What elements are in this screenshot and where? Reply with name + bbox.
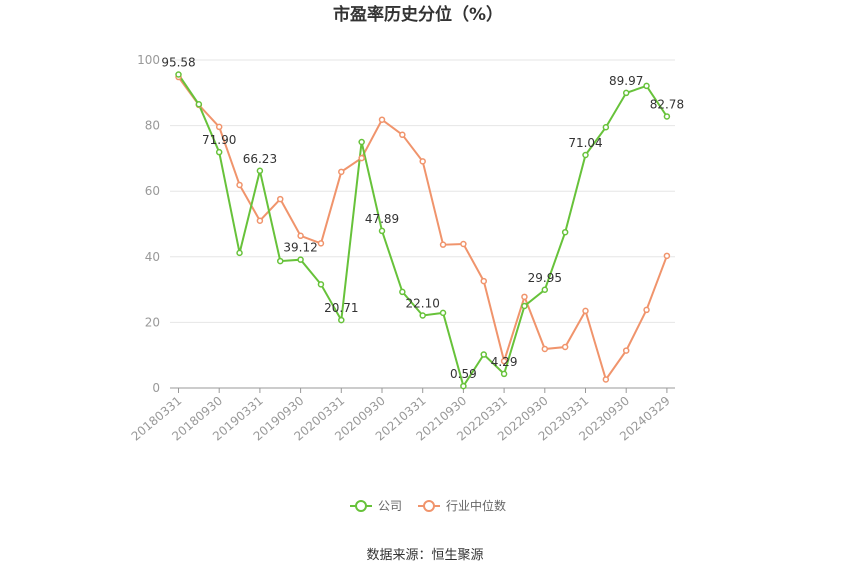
data-label: 66.23 <box>243 152 277 166</box>
data-point[interactable] <box>622 89 630 97</box>
data-point[interactable] <box>500 370 508 378</box>
data-label: 89.97 <box>609 74 643 88</box>
data-point[interactable] <box>419 158 426 165</box>
data-point[interactable] <box>561 343 569 351</box>
legend-marker-icon <box>423 500 435 512</box>
data-point[interactable] <box>622 347 630 354</box>
data-label: 39.12 <box>283 241 317 255</box>
data-point[interactable] <box>582 151 589 159</box>
data-point[interactable] <box>602 376 610 383</box>
data-point[interactable] <box>358 138 365 146</box>
y-tick-label: 100 <box>137 53 160 67</box>
data-point[interactable] <box>582 307 589 315</box>
y-tick-label: 40 <box>145 250 160 264</box>
data-point[interactable] <box>378 116 386 123</box>
legend-label: 行业中位数 <box>446 498 506 513</box>
data-point[interactable] <box>439 309 447 317</box>
data-label: 82.78 <box>650 97 684 111</box>
data-label: 71.04 <box>568 136 602 150</box>
data-label: 4.29 <box>491 355 518 369</box>
legend-item-0[interactable]: 公司 <box>350 499 402 513</box>
data-point[interactable] <box>215 148 223 156</box>
data-point[interactable] <box>338 168 345 176</box>
data-point[interactable] <box>236 249 243 257</box>
data-point[interactable] <box>521 293 528 301</box>
data-point[interactable] <box>480 277 487 285</box>
data-point[interactable] <box>419 312 426 319</box>
data-label: 0.59 <box>450 367 477 381</box>
data-point[interactable] <box>195 101 203 108</box>
y-tick-label: 60 <box>145 184 160 198</box>
data-point[interactable] <box>541 286 549 294</box>
x-axis: 2018033120180930201903312019093020200331… <box>129 387 675 444</box>
data-labels: 95.58 71.90 66.23 39.12 20.71 47.89 22.10 0.59 4… <box>161 55 684 381</box>
data-point[interactable] <box>297 232 304 240</box>
chart-title: 市盈率历史分位（%） <box>333 4 503 25</box>
data-point[interactable] <box>317 240 325 247</box>
series-lines <box>177 73 668 389</box>
data-point[interactable] <box>358 154 365 162</box>
data-label: 47.89 <box>365 212 399 226</box>
data-source: 数据来源：恒生聚源 <box>366 548 483 563</box>
data-point[interactable] <box>317 281 325 288</box>
data-point[interactable] <box>378 227 386 235</box>
data-label: 20.71 <box>324 301 358 315</box>
data-point[interactable] <box>561 228 569 236</box>
data-point[interactable] <box>460 382 467 390</box>
data-point[interactable] <box>602 123 610 131</box>
y-tick-label: 80 <box>145 119 160 133</box>
data-label: 71.90 <box>202 133 236 147</box>
data-point[interactable] <box>277 257 284 265</box>
legend[interactable]: 公司 行业中位数 <box>350 498 506 513</box>
data-label: 22.10 <box>406 297 440 311</box>
data-point[interactable] <box>399 131 406 139</box>
data-label: 95.58 <box>161 55 195 69</box>
data-point[interactable] <box>663 113 671 120</box>
data-point[interactable] <box>175 71 182 78</box>
data-point[interactable] <box>500 357 508 365</box>
data-point[interactable] <box>256 167 264 175</box>
data-point[interactable] <box>215 123 223 131</box>
data-point[interactable] <box>277 195 284 203</box>
legend-marker-icon <box>355 500 367 512</box>
data-point[interactable] <box>521 302 528 310</box>
data-point[interactable] <box>643 306 650 314</box>
data-point[interactable] <box>643 82 650 90</box>
data-point[interactable] <box>663 252 671 260</box>
y-axis: 0 20 40 60 80 100 <box>137 53 160 395</box>
data-point[interactable] <box>338 316 345 324</box>
data-point[interactable] <box>541 345 549 353</box>
gridlines <box>170 59 675 323</box>
data-point[interactable] <box>236 181 243 189</box>
legend-label: 公司 <box>378 499 402 513</box>
y-tick-label: 0 <box>152 381 160 395</box>
data-point[interactable] <box>480 351 487 358</box>
data-point[interactable] <box>399 288 406 296</box>
series-points <box>175 71 671 390</box>
data-point[interactable] <box>460 240 467 248</box>
y-tick-label: 20 <box>145 315 160 329</box>
data-point[interactable] <box>256 217 264 224</box>
data-point[interactable] <box>439 241 447 248</box>
series-line-1 <box>177 76 668 382</box>
legend-item-1[interactable]: 行业中位数 <box>418 498 506 513</box>
data-point[interactable] <box>297 256 304 263</box>
data-label: 29.95 <box>528 271 562 285</box>
